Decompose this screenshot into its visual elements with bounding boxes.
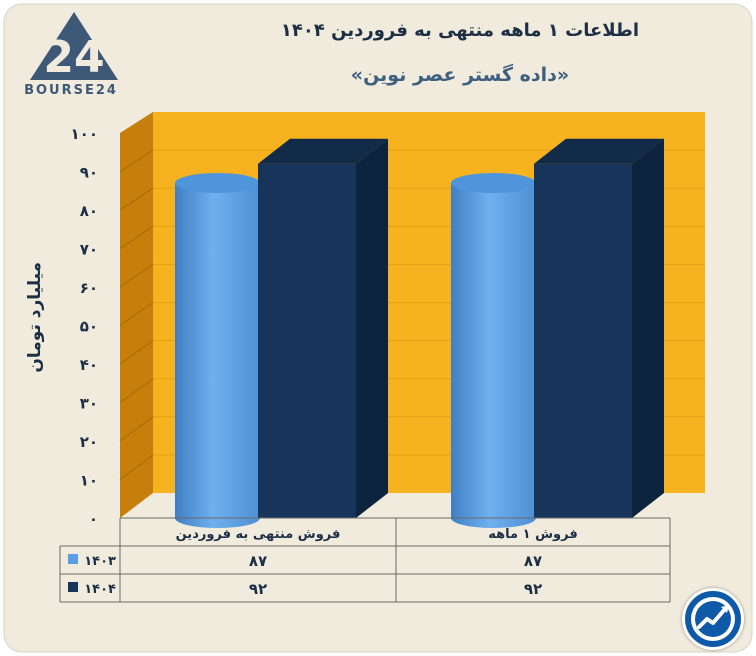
data-label: ۸۷ (524, 552, 542, 570)
y-tick-label: ۱۰۰ (71, 125, 98, 143)
legend-swatch (68, 554, 78, 564)
svg-text:24: 24 (43, 32, 104, 82)
legend-label: ۱۴۰۴ (84, 582, 116, 597)
bar-1403-top (451, 173, 536, 194)
chart-title: اطلاعات ۱ ماهه منتهی به فروردین ۱۴۰۴ (280, 20, 640, 41)
bar-1403 (451, 183, 536, 529)
data-label: ۸۷ (249, 552, 267, 570)
category-label: فروش منتهی به فروردین (176, 527, 341, 542)
bar-1404 (258, 163, 356, 519)
bar-1404-top (258, 138, 388, 164)
y-tick-label: ۷۰ (80, 241, 98, 259)
data-label: ۹۲ (524, 580, 542, 598)
y-tick-label: ۱۰ (80, 472, 98, 490)
bar-1404-top (534, 138, 664, 164)
gridline-side (119, 263, 154, 288)
bourse24-logo-icon: 24 (30, 12, 118, 82)
plot-side-wall (120, 112, 153, 518)
gridline-side (119, 340, 154, 365)
category-label: فروش ۱ ماهه (488, 527, 577, 542)
y-tick-label: ۲۰ (80, 433, 98, 451)
gridline-side (119, 378, 154, 403)
y-tick-label: ۳۰ (80, 395, 98, 413)
bar-1404-side (356, 138, 388, 519)
data-label: ۹۲ (249, 580, 267, 598)
legend-label: ۱۴۰۳ (84, 554, 116, 569)
trend-arrow-icon[interactable] (682, 588, 744, 650)
y-tick-label: ۶۰ (80, 279, 98, 297)
bar-1404 (534, 163, 632, 519)
gridline-side (119, 225, 154, 249)
legend-swatch (68, 582, 78, 592)
y-tick-label: ۵۰ (80, 318, 98, 336)
bar-1403-top (175, 173, 260, 194)
y-tick-label: ۰ (89, 510, 98, 528)
gridline-side (119, 416, 154, 442)
bar-1404-side (632, 138, 664, 519)
gridline-side (119, 302, 154, 326)
gridline-side (119, 187, 154, 211)
gridline-side (119, 454, 154, 480)
y-tick-label: ۴۰ (80, 356, 98, 374)
y-tick-label: ۸۰ (80, 202, 98, 220)
gridline-side (119, 149, 154, 172)
bar-1403 (175, 183, 260, 529)
chart-subtitle: «داده گستر عصر نوین» (350, 64, 570, 86)
y-tick-label: ۹۰ (80, 164, 98, 182)
brand-logo-text: BOURSE24 (24, 83, 118, 98)
